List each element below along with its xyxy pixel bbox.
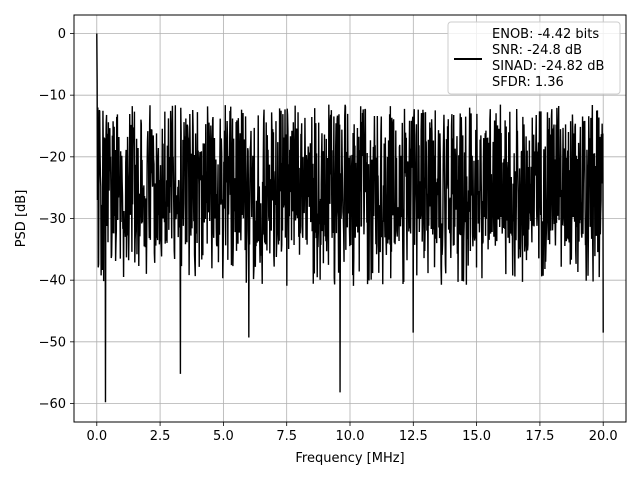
y-tick-labels: 0 −10 −20 −30 −40 −50 −60 — [39, 27, 66, 412]
x-tick-label-0: 0.0 — [86, 429, 107, 444]
x-tick-label-3: 7.5 — [276, 429, 297, 444]
y-tick-label-2: −20 — [39, 150, 66, 165]
legend-sinad: SINAD: -24.82 dB — [492, 59, 604, 74]
series-psd-line — [96, 33, 604, 403]
x-tick-label-6: 15.0 — [462, 429, 491, 444]
y-tick-label-5: −50 — [39, 335, 66, 350]
y-tick-label-4: −40 — [39, 274, 66, 289]
x-tick-label-4: 10.0 — [336, 429, 365, 444]
y-tick-label-6: −60 — [39, 397, 66, 412]
y-tick-label-1: −10 — [39, 89, 66, 104]
x-tick-label-8: 20.0 — [589, 429, 618, 444]
y-tick-label-0: 0 — [58, 27, 66, 42]
x-tick-label-7: 17.5 — [525, 429, 554, 444]
legend: ENOB: -4.42 bits SNR: -24.8 dB SINAD: -2… — [447, 21, 621, 95]
y-tick-label-3: −30 — [39, 212, 66, 227]
series-psd — [96, 33, 604, 403]
legend-enob: ENOB: -4.42 bits — [492, 27, 599, 42]
x-tick-label-2: 5.0 — [213, 429, 234, 444]
y-axis-label: PSD [dB] — [14, 190, 29, 248]
x-tick-label-1: 2.5 — [150, 429, 171, 444]
x-tick-label-5: 12.5 — [399, 429, 428, 444]
legend-snr: SNR: -24.8 dB — [492, 43, 582, 58]
legend-sfdr: SFDR: 1.36 — [492, 75, 564, 90]
x-tick-labels: 0.0 2.5 5.0 7.5 10.0 12.5 15.0 17.5 20.0 — [86, 429, 617, 444]
legend-box — [447, 21, 621, 95]
tick-marks — [70, 33, 604, 426]
x-axis-label: Frequency [MHz] — [295, 451, 404, 466]
